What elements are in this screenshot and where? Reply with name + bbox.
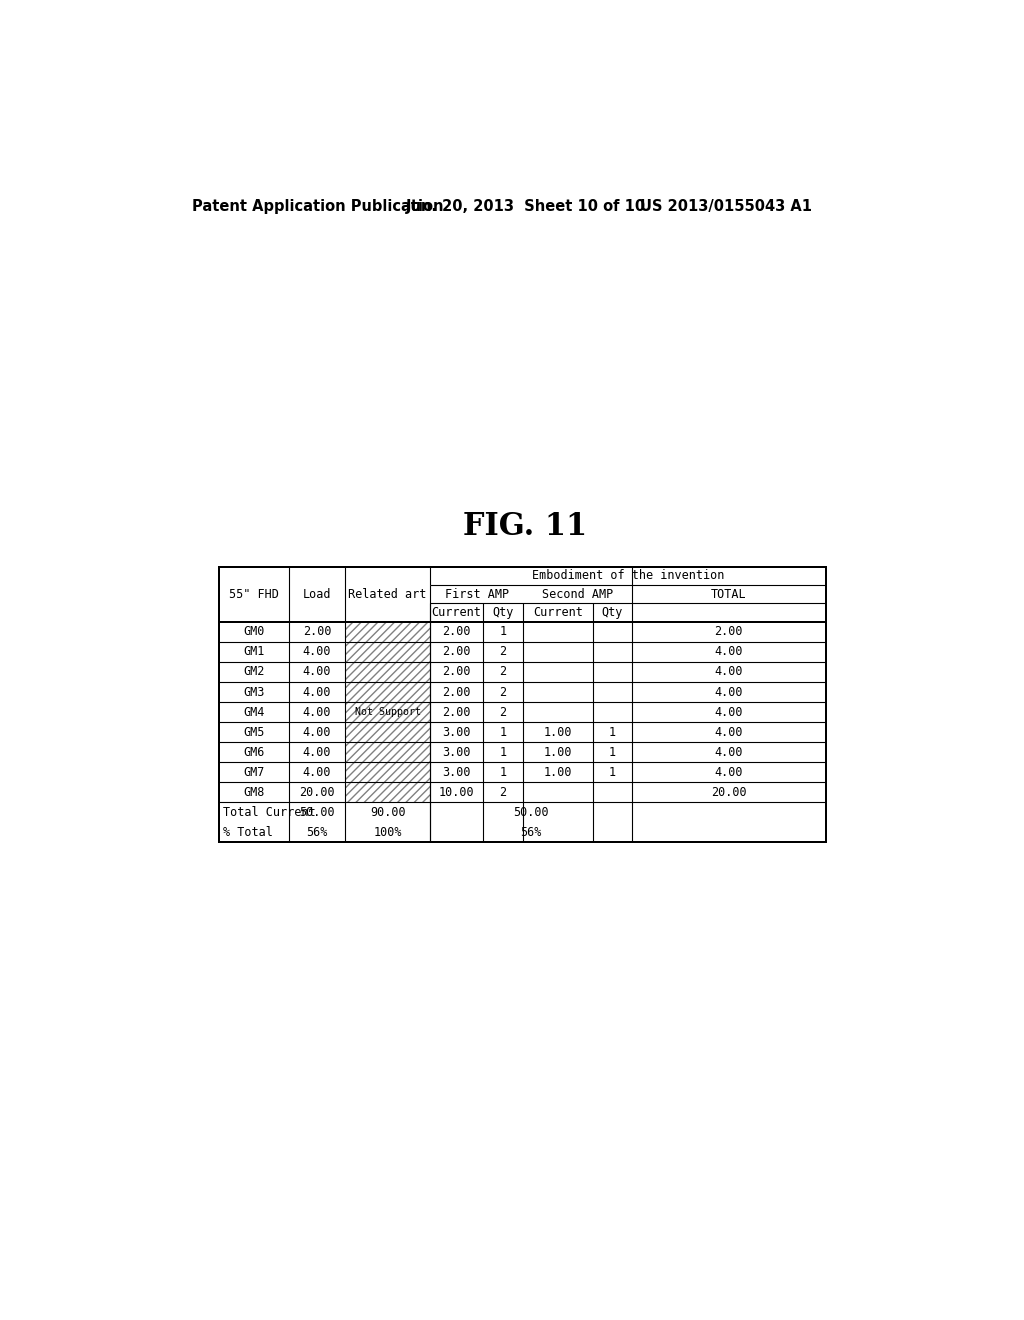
Text: 2.00: 2.00	[442, 645, 471, 659]
Bar	[345, 762, 430, 781]
Text: 90.00: 90.00	[370, 805, 406, 818]
Text: 1: 1	[609, 766, 616, 779]
Text: 4.00: 4.00	[715, 665, 742, 678]
Bar	[345, 781, 430, 803]
Bar	[219, 566, 825, 842]
Text: GM1: GM1	[244, 645, 265, 659]
Text: 4.00: 4.00	[303, 766, 332, 779]
Text: 1.00: 1.00	[544, 726, 572, 739]
Text: 2.00: 2.00	[442, 626, 471, 639]
Text: GM0: GM0	[244, 626, 265, 639]
Text: 50.00: 50.00	[299, 805, 335, 818]
Text: Total Current: Total Current	[222, 805, 315, 818]
Text: 50.00: 50.00	[513, 805, 549, 818]
Text: % Total: % Total	[222, 825, 272, 838]
Text: 3.00: 3.00	[442, 766, 471, 779]
Text: 3.00: 3.00	[442, 726, 471, 739]
Text: Jun. 20, 2013  Sheet 10 of 10: Jun. 20, 2013 Sheet 10 of 10	[406, 199, 645, 214]
Text: Current: Current	[432, 606, 481, 619]
Text: Current: Current	[534, 606, 583, 619]
Text: TOTAL: TOTAL	[711, 587, 746, 601]
Text: 4.00: 4.00	[715, 645, 742, 659]
Text: 4.00: 4.00	[715, 726, 742, 739]
Text: 2: 2	[500, 645, 507, 659]
Text: 2.00: 2.00	[715, 626, 742, 639]
Text: 2: 2	[500, 685, 507, 698]
Bar	[345, 702, 430, 722]
Text: First AMP: First AMP	[444, 587, 509, 601]
Text: 2.00: 2.00	[303, 626, 332, 639]
Text: Embodiment of the invention: Embodiment of the invention	[531, 569, 724, 582]
Bar	[345, 642, 430, 663]
Bar	[219, 566, 825, 842]
Text: FIG. 11: FIG. 11	[463, 511, 587, 543]
Text: Related art: Related art	[348, 587, 427, 601]
Text: 4.00: 4.00	[715, 685, 742, 698]
Text: 56%: 56%	[306, 825, 328, 838]
Text: 1: 1	[500, 726, 507, 739]
Text: Patent Application Publication: Patent Application Publication	[191, 199, 443, 214]
Text: 4.00: 4.00	[303, 746, 332, 759]
Text: 1: 1	[500, 766, 507, 779]
Text: 2.00: 2.00	[442, 705, 471, 718]
Text: 4.00: 4.00	[715, 766, 742, 779]
Text: 56%: 56%	[520, 825, 542, 838]
Text: GM2: GM2	[244, 665, 265, 678]
Bar	[345, 742, 430, 762]
Text: 1: 1	[609, 726, 616, 739]
Text: 4.00: 4.00	[303, 726, 332, 739]
Bar	[345, 682, 430, 702]
Text: 2.00: 2.00	[442, 685, 471, 698]
Text: 1.00: 1.00	[544, 766, 572, 779]
Text: GM5: GM5	[244, 726, 265, 739]
Text: 1.00: 1.00	[544, 746, 572, 759]
Text: Qty: Qty	[602, 606, 623, 619]
Text: GM7: GM7	[244, 766, 265, 779]
Text: GM6: GM6	[244, 746, 265, 759]
Text: 2: 2	[500, 705, 507, 718]
Text: 4.00: 4.00	[303, 705, 332, 718]
Text: 4.00: 4.00	[303, 685, 332, 698]
Text: 2.00: 2.00	[442, 665, 471, 678]
Text: 2: 2	[500, 665, 507, 678]
Text: Qty: Qty	[493, 606, 514, 619]
Text: 2: 2	[500, 785, 507, 799]
Text: 1: 1	[500, 746, 507, 759]
Text: 3.00: 3.00	[442, 746, 471, 759]
Text: Second AMP: Second AMP	[542, 587, 613, 601]
Text: 20.00: 20.00	[299, 785, 335, 799]
Text: 1: 1	[500, 626, 507, 639]
Text: US 2013/0155043 A1: US 2013/0155043 A1	[640, 199, 811, 214]
Text: GM3: GM3	[244, 685, 265, 698]
Text: GM4: GM4	[244, 705, 265, 718]
Bar	[345, 663, 430, 682]
Text: 10.00: 10.00	[439, 785, 474, 799]
Text: 4.00: 4.00	[303, 665, 332, 678]
Text: 4.00: 4.00	[303, 645, 332, 659]
Text: 100%: 100%	[374, 825, 401, 838]
Text: 1: 1	[609, 746, 616, 759]
Text: Load: Load	[303, 587, 332, 601]
Bar	[345, 722, 430, 742]
Text: 55" FHD: 55" FHD	[229, 587, 280, 601]
Bar	[345, 622, 430, 642]
Text: GM8: GM8	[244, 785, 265, 799]
Text: 4.00: 4.00	[715, 746, 742, 759]
Text: Not Support: Not Support	[354, 708, 421, 717]
Text: 4.00: 4.00	[715, 705, 742, 718]
Text: 20.00: 20.00	[711, 785, 746, 799]
